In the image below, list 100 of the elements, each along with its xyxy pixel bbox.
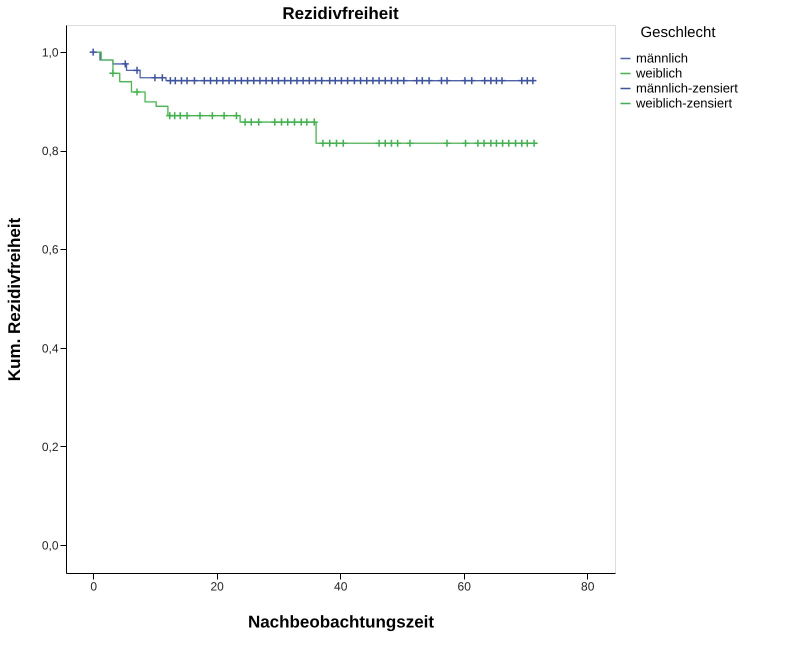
point xyxy=(182,76,192,85)
legend-label: männlich xyxy=(636,50,688,66)
point xyxy=(196,111,204,120)
point xyxy=(243,76,252,85)
point xyxy=(176,111,185,120)
point xyxy=(330,76,340,85)
point xyxy=(325,76,334,85)
x-axis-title: Nachbeobachtungszeit xyxy=(248,612,434,632)
point xyxy=(290,118,299,126)
y-tick-label: 0,6 xyxy=(42,242,59,257)
point xyxy=(302,118,312,126)
point xyxy=(460,76,470,85)
point xyxy=(461,138,470,148)
x-tick-label: 60 xyxy=(458,580,472,594)
point xyxy=(442,76,452,85)
x-tick-label: 0 xyxy=(90,580,98,594)
point xyxy=(218,76,228,85)
point xyxy=(480,76,489,85)
point xyxy=(418,76,427,85)
point xyxy=(212,76,221,85)
point xyxy=(237,76,246,85)
point xyxy=(498,76,506,85)
point xyxy=(362,76,372,85)
point xyxy=(317,76,326,85)
point xyxy=(297,118,306,126)
point xyxy=(298,76,308,85)
point xyxy=(486,76,496,85)
point xyxy=(232,111,241,120)
point xyxy=(108,69,118,78)
point xyxy=(88,48,98,56)
legend-label: weiblich xyxy=(635,66,682,80)
point xyxy=(200,76,209,85)
legend-title: Geschlecht xyxy=(640,24,716,41)
point xyxy=(337,76,346,85)
point xyxy=(442,138,452,148)
point xyxy=(206,76,215,85)
point xyxy=(343,76,352,85)
point xyxy=(368,76,378,85)
point xyxy=(437,76,446,85)
x-tick-label: 40 xyxy=(334,580,348,594)
point xyxy=(305,76,314,85)
y-tick-label: 0,0 xyxy=(42,538,59,552)
point xyxy=(406,138,414,148)
point xyxy=(517,76,526,85)
point xyxy=(292,76,302,85)
point xyxy=(311,76,320,85)
legend-label: männlich-zensiert xyxy=(636,80,738,96)
point xyxy=(528,76,538,85)
point xyxy=(254,118,263,126)
point xyxy=(268,76,277,85)
legend-label: weiblich-zensiert xyxy=(635,96,732,110)
point xyxy=(249,76,258,85)
point xyxy=(523,76,532,85)
point xyxy=(171,76,180,85)
point xyxy=(286,76,296,85)
point xyxy=(310,118,319,126)
point xyxy=(400,76,408,85)
point xyxy=(121,60,130,68)
point xyxy=(283,118,292,126)
point xyxy=(256,76,264,85)
point xyxy=(132,88,142,96)
point xyxy=(393,76,402,85)
x-tick-label: 20 xyxy=(210,580,224,594)
point xyxy=(530,138,538,148)
point xyxy=(387,76,396,85)
point xyxy=(350,76,359,85)
point xyxy=(270,118,280,126)
point xyxy=(374,76,384,85)
point xyxy=(190,76,199,85)
point xyxy=(277,118,286,126)
point xyxy=(492,76,501,85)
point xyxy=(356,76,365,85)
point xyxy=(280,76,289,85)
chart-title: Rezidivfreiheit xyxy=(282,4,399,23)
point xyxy=(274,76,283,85)
y-tick-label: 0,4 xyxy=(42,341,59,356)
x-tick-label: 80 xyxy=(581,580,595,594)
point xyxy=(380,76,390,85)
point xyxy=(220,111,228,120)
point xyxy=(467,76,476,85)
point xyxy=(132,66,142,75)
point xyxy=(150,73,160,82)
point xyxy=(230,76,240,85)
y-tick-label: 1,0 xyxy=(42,46,59,60)
point xyxy=(424,76,434,85)
point xyxy=(318,138,328,148)
point xyxy=(240,118,250,126)
point xyxy=(166,76,175,85)
point xyxy=(246,118,256,126)
y-tick-label: 0,8 xyxy=(42,144,59,158)
point xyxy=(332,138,341,148)
point xyxy=(158,73,167,82)
point xyxy=(262,76,270,85)
point xyxy=(170,111,179,120)
y-axis-title: Kum. Rezidivfreiheit xyxy=(4,217,24,382)
point xyxy=(208,111,217,120)
point xyxy=(177,76,186,85)
point xyxy=(412,76,422,85)
point xyxy=(182,111,192,120)
point xyxy=(224,76,234,85)
